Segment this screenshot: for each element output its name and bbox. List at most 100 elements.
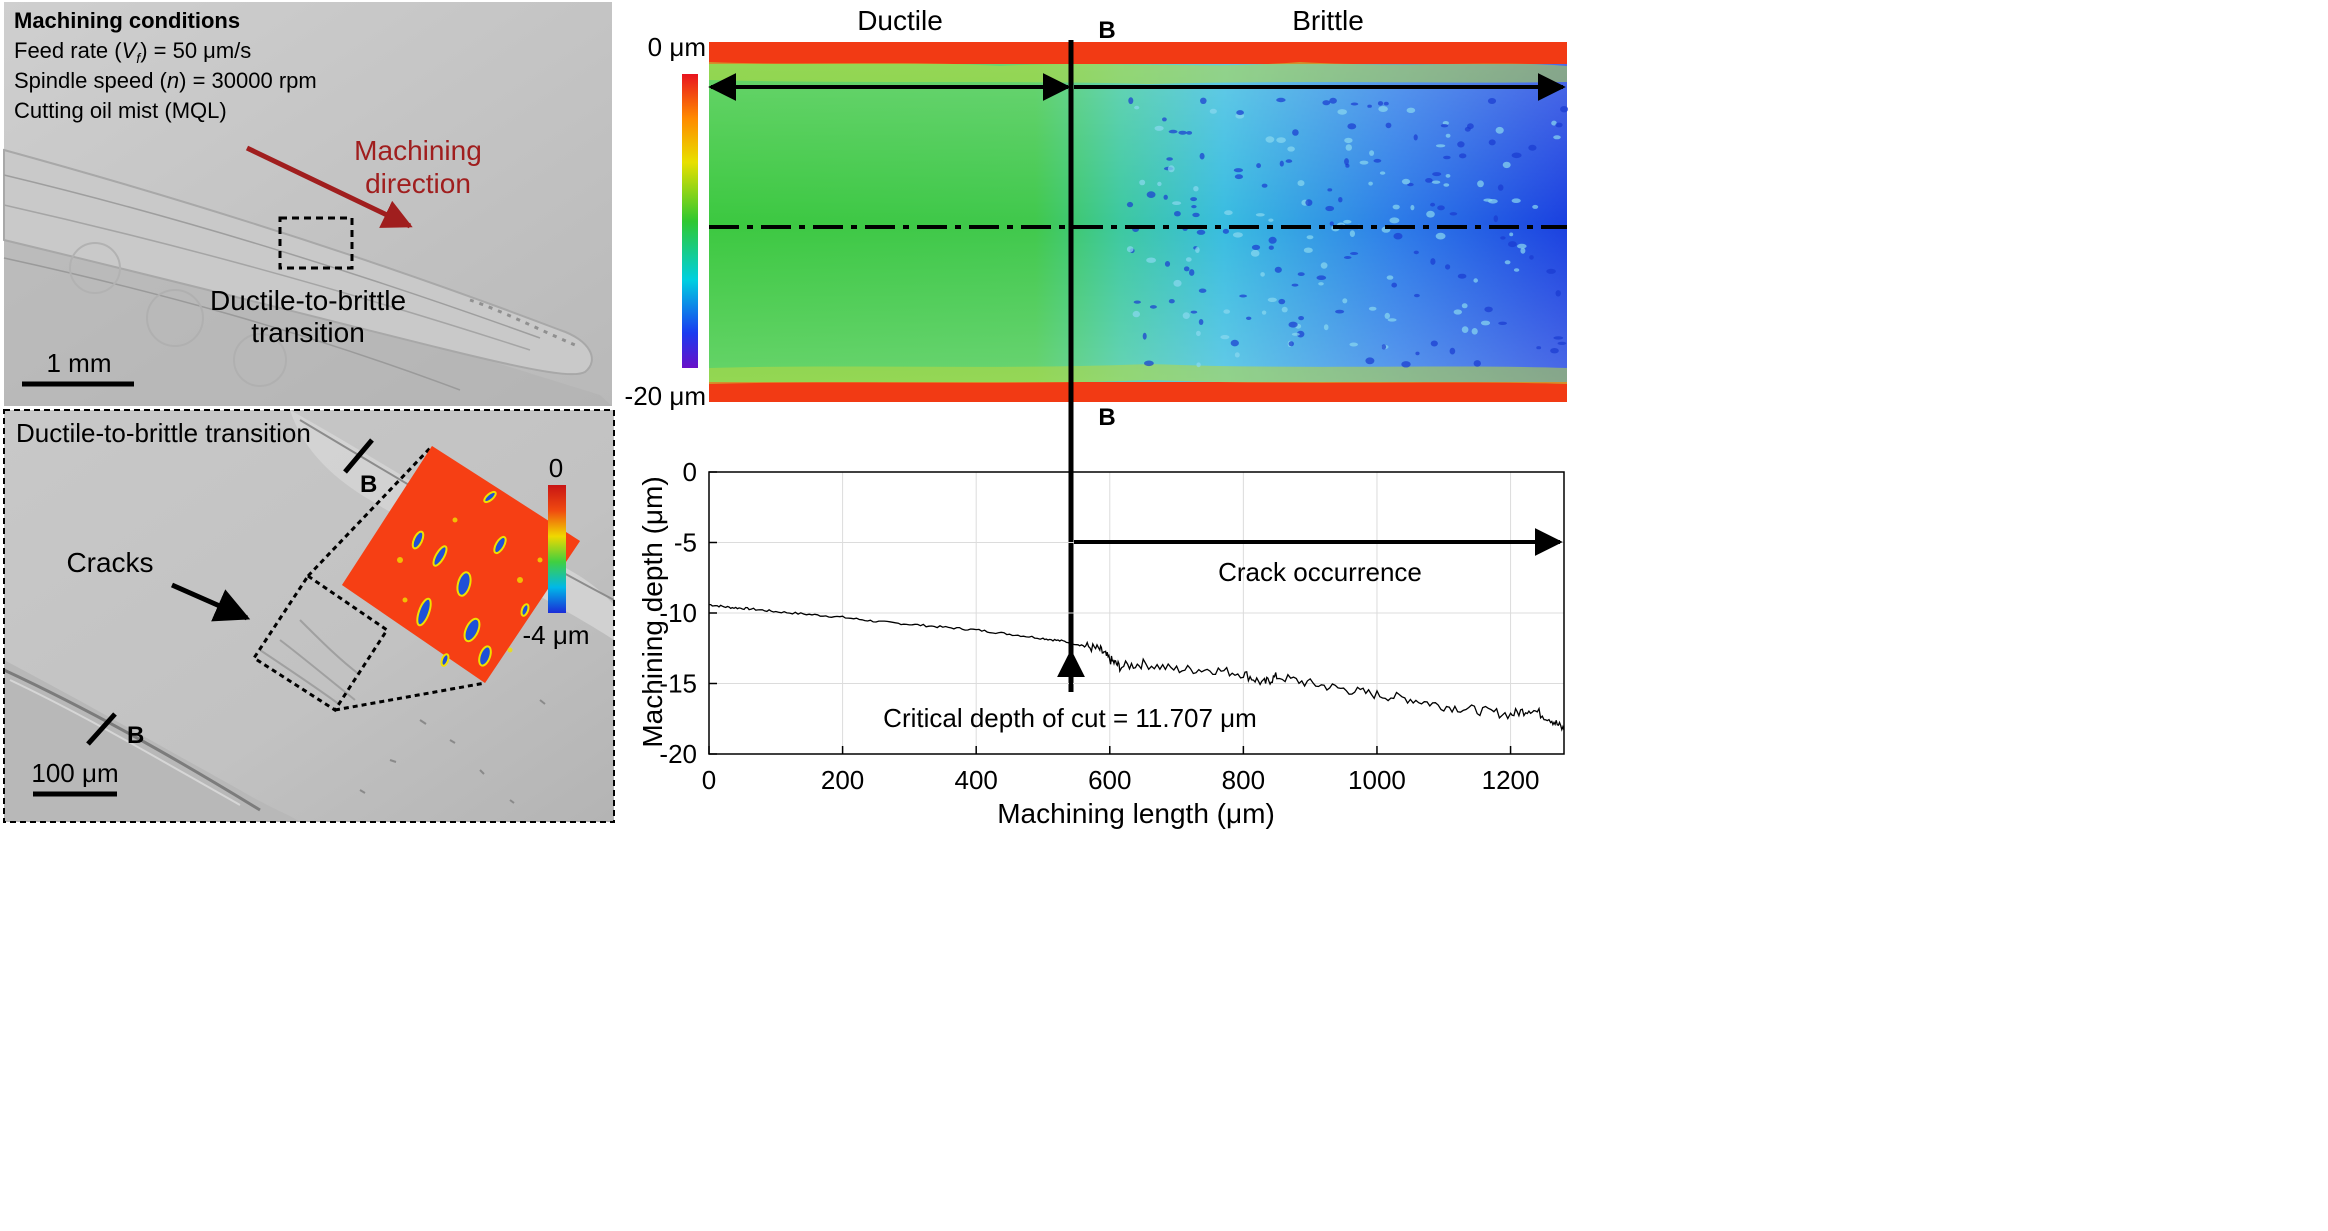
speckle-dot: [1555, 290, 1561, 297]
speckle-dot: [1329, 97, 1337, 104]
speckle-dot: [1445, 264, 1451, 270]
machining-direction-arrow: [245, 145, 413, 229]
speckle-dot: [1182, 312, 1190, 319]
speckle-dot: [1157, 181, 1162, 187]
speckle-dot: [1172, 201, 1182, 206]
speckle-dot: [1495, 126, 1504, 134]
speckle-dot: [1186, 131, 1193, 135]
speckle-dot: [1497, 184, 1504, 191]
speckle-dot: [1168, 129, 1178, 134]
speckle-dot: [1303, 247, 1313, 253]
speckle-dot: [1173, 279, 1182, 287]
speckle-dot: [1345, 144, 1353, 151]
speckle-dot: [1437, 205, 1445, 211]
speckle-dot: [1189, 269, 1195, 276]
depth-profile-chart: 0 200 400 600 800 1000 1200 0 -5 -10 -15 -20 Crack…: [637, 457, 1565, 829]
small-colorbar-min: -4 μm: [523, 620, 590, 650]
speckle-dot: [1504, 260, 1511, 265]
x-tick-label: 400: [954, 765, 997, 795]
speckle-dot: [1287, 146, 1295, 152]
speckle-dot: [1298, 316, 1304, 321]
speckle-dot: [1413, 250, 1419, 255]
section-marker-b-map-top: B: [1098, 17, 1115, 44]
speckle-dot: [1365, 357, 1375, 365]
speckle-dot: [1432, 172, 1442, 177]
crack-height-map: [342, 446, 580, 683]
speckle-dot: [1142, 332, 1147, 340]
section-marker-b-bottom: B: [127, 722, 144, 749]
speckle-dot: [1162, 117, 1167, 122]
speckle-dot: [1369, 150, 1375, 156]
speckle-dot: [1415, 351, 1420, 356]
machining-direction-label-1: Machining: [354, 135, 482, 166]
speckle-dot: [1190, 197, 1197, 202]
x-tick-label: 800: [1222, 765, 1265, 795]
speckle-dot: [1445, 174, 1451, 178]
speckle-dot: [1343, 256, 1352, 259]
scale-label-100um: 100 μm: [31, 758, 118, 788]
speckle-dot: [1268, 218, 1274, 222]
speckle-dot: [1426, 210, 1435, 218]
speckle-dot: [1377, 101, 1384, 106]
section-mark-bottom: [86, 712, 117, 746]
speckle-dot: [1164, 261, 1171, 267]
height-map-panel: 0 μm -20 μm Ductile Brittle B B: [625, 5, 1569, 431]
speckle-dot: [1473, 278, 1478, 283]
speckle-dot: [1555, 122, 1563, 128]
speckle-dot: [1553, 135, 1561, 140]
speckle-dot: [1209, 108, 1217, 114]
speckle-dot: [1513, 268, 1520, 272]
speckle-dot: [1224, 210, 1233, 216]
critical-depth-label: Critical depth of cut = 11.707 μm: [883, 703, 1257, 733]
speckle-dot: [1178, 130, 1187, 135]
speckle-dot: [1511, 152, 1522, 159]
small-colorbar-max: 0: [549, 453, 563, 483]
speckle-dot: [1389, 217, 1400, 224]
sem-bottom-border: [3, 409, 615, 823]
speckle-dot: [1230, 339, 1239, 347]
speckle-dot: [1406, 107, 1416, 114]
speckle-dot: [1410, 204, 1415, 211]
speckle-dot: [1166, 157, 1173, 161]
speckle-dot: [1236, 110, 1244, 116]
speckle-dot: [1430, 340, 1438, 347]
speckle-dot: [1192, 212, 1200, 218]
speckle-dot: [1255, 213, 1265, 217]
speckle-dot: [1198, 319, 1204, 325]
speckle-dot: [1126, 246, 1134, 253]
speckle-dot: [1323, 324, 1329, 331]
speckle-dot: [1279, 160, 1284, 167]
speckle-dot: [1344, 158, 1349, 166]
x-tick-label: 0: [702, 765, 716, 795]
section-mark-top: [343, 438, 374, 474]
speckle-dot: [1267, 297, 1277, 302]
speckle-dot: [1139, 179, 1146, 186]
speckle-dot: [1536, 346, 1542, 350]
speckle-dot: [1322, 100, 1331, 106]
sem-top-panel: Machining conditions Feed rate (Vf) = 50…: [3, 2, 612, 406]
scale-label-1mm: 1 mm: [47, 348, 112, 378]
speckle-dot: [1222, 228, 1229, 234]
speckle-dot: [1349, 230, 1355, 238]
speckle-dot: [1445, 133, 1451, 138]
brittle-speckles: [1126, 97, 1569, 368]
speckle-dot: [1425, 178, 1433, 183]
speckle-dot: [1234, 174, 1243, 180]
speckle-dot: [1373, 158, 1382, 163]
speckle-dot: [1250, 249, 1260, 257]
speckle-dot: [1529, 255, 1534, 260]
speckle-dot: [1337, 109, 1347, 115]
speckle-dot: [1379, 171, 1386, 175]
sem-bottom-panel: Ductile-to-brittle transition B B Cracks: [3, 409, 615, 823]
speckle-dot: [1163, 194, 1168, 200]
speckle-dot: [1392, 204, 1400, 210]
speckle-dot: [1239, 294, 1247, 298]
bottom-panel-title: Ductile-to-brittle transition: [16, 418, 311, 448]
depth-bottom-label: -20 μm: [625, 381, 706, 411]
speckle-dot: [1196, 362, 1201, 368]
speckle-dot: [1297, 272, 1305, 276]
speckle-dot: [1288, 341, 1295, 347]
speckle-dot: [1401, 361, 1411, 368]
y-tick-label: -15: [659, 669, 697, 699]
speckle-dot: [1276, 137, 1286, 144]
